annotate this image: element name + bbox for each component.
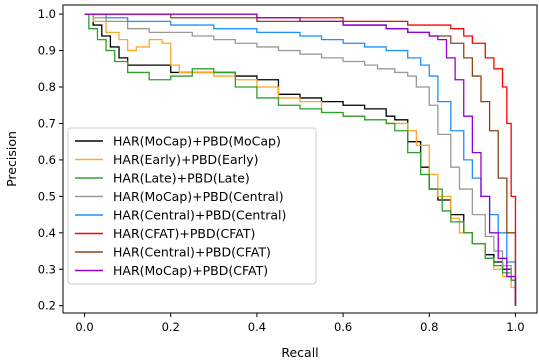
legend-label: HAR(Late)+PBD(Late): [113, 171, 250, 186]
x-tick-label: 0.4: [248, 320, 266, 334]
legend-label: HAR(MoCap)+PBD(Central): [113, 189, 284, 204]
x-tick-label: 0.8: [420, 320, 438, 334]
legend-label: HAR(MoCap)+PBD(CFAT): [113, 263, 268, 278]
legend-label: HAR(CFAT)+PBD(CFAT): [113, 226, 255, 241]
y-tick-label: 0.6: [38, 153, 56, 167]
plot-frame: [62, 4, 538, 314]
x-axis-label: Recall: [281, 345, 318, 360]
legend-box: [67, 127, 317, 285]
y-tick-label: 0.3: [38, 262, 56, 276]
legend: HAR(MoCap)+PBD(MoCap) HAR(Early)+PBD(Earl…: [67, 127, 317, 285]
y-tick-label: 0.8: [38, 80, 56, 94]
x-axis-ticks: 0.0 0.2 0.4 0.6 0.8 1.0: [75, 313, 525, 334]
x-tick-label: 0.6: [334, 320, 352, 334]
legend-label: HAR(Central)+PBD(CFAT): [113, 245, 271, 260]
series-line-3: [84, 13, 517, 306]
legend-label: HAR(Central)+PBD(Central): [113, 208, 286, 223]
series-layer: [84, 13, 517, 306]
series-line-4: [84, 13, 517, 306]
x-tick-label: 0.2: [162, 320, 180, 334]
y-tick-label: 1.0: [38, 7, 56, 21]
y-axis-ticks: 0.2 0.3 0.4 0.5 0.6 0.7 0.8 0.9 1.0: [38, 7, 63, 313]
y-axis-label: Precision: [4, 131, 19, 187]
y-tick-label: 0.2: [38, 299, 56, 313]
y-tick-label: 0.5: [38, 189, 56, 203]
series-line-8: [84, 13, 517, 306]
x-tick-label: 0.0: [75, 320, 93, 334]
y-tick-label: 0.9: [38, 44, 56, 58]
legend-label: HAR(Early)+PBD(Early): [113, 152, 259, 167]
legend-label: HAR(MoCap)+PBD(MoCap): [113, 134, 281, 149]
y-tick-label: 0.4: [38, 226, 56, 240]
y-tick-label: 0.7: [38, 116, 56, 130]
x-tick-label: 1.0: [506, 320, 524, 334]
